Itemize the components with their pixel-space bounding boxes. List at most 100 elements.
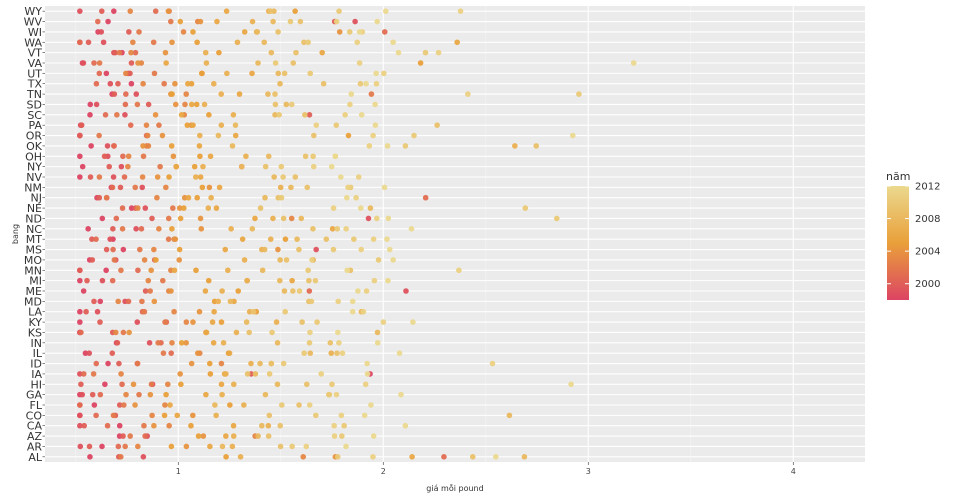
y-tick-label-ME: ME (26, 285, 42, 298)
data-point (178, 340, 185, 346)
data-point (212, 402, 218, 408)
data-point (335, 329, 341, 336)
x-tick-label: 1 (176, 467, 181, 476)
data-point (512, 143, 518, 149)
data-point (218, 319, 225, 325)
data-point (289, 277, 295, 284)
data-point (265, 91, 271, 97)
data-point (190, 122, 196, 128)
data-point (110, 174, 117, 180)
data-point (306, 340, 313, 346)
data-point (279, 402, 285, 408)
data-point (119, 381, 125, 388)
data-point (151, 246, 157, 253)
data-point (101, 153, 108, 160)
data-point (384, 143, 391, 149)
data-point (224, 70, 230, 77)
y-tick-label-CA: CA (27, 420, 43, 433)
data-point (268, 49, 275, 56)
data-point (228, 226, 234, 232)
data-point (184, 122, 191, 128)
data-point (402, 143, 409, 149)
data-point (183, 443, 190, 450)
data-point (115, 443, 122, 450)
data-point (143, 122, 150, 128)
data-point (370, 132, 376, 139)
data-point (266, 412, 273, 419)
data-point (252, 215, 258, 222)
data-point (382, 8, 389, 14)
data-point (177, 371, 183, 377)
data-point (410, 319, 416, 325)
data-point (167, 18, 174, 25)
data-point (342, 112, 348, 118)
data-point (381, 29, 388, 35)
data-point (88, 143, 94, 149)
data-point (154, 174, 161, 180)
data-point (296, 402, 302, 408)
data-point (355, 288, 361, 294)
data-point (163, 60, 169, 66)
data-point (133, 91, 140, 97)
data-point (174, 412, 181, 419)
y-tick-label-OK: OK (26, 140, 43, 153)
data-point (159, 132, 166, 139)
data-point (332, 153, 339, 160)
data-point (83, 308, 89, 315)
data-point (194, 194, 200, 201)
data-point (223, 371, 229, 377)
data-point (434, 122, 440, 128)
data-point (465, 91, 471, 97)
data-point (103, 267, 109, 274)
data-point (120, 153, 126, 160)
data-point (123, 391, 129, 398)
data-point (171, 308, 177, 315)
data-point (151, 298, 158, 305)
data-point (338, 174, 344, 180)
data-point (80, 60, 87, 66)
data-point (298, 215, 305, 222)
data-point (339, 350, 346, 356)
data-point (211, 308, 217, 315)
data-point (272, 112, 278, 118)
data-point (77, 277, 83, 284)
data-point (262, 391, 269, 398)
data-point (183, 91, 190, 97)
data-point (255, 433, 261, 439)
data-point (229, 143, 236, 149)
data-point (259, 422, 265, 429)
data-point (103, 70, 110, 77)
data-point (193, 267, 199, 274)
data-point (93, 412, 99, 419)
data-point (128, 205, 135, 211)
data-point (115, 80, 121, 87)
data-point (116, 402, 123, 408)
data-point (94, 308, 101, 315)
data-point (336, 340, 342, 346)
y-tick-label-ND: ND (25, 212, 42, 225)
data-point (314, 319, 320, 325)
data-point (188, 101, 195, 108)
data-point (380, 319, 387, 325)
data-point (280, 360, 287, 367)
data-point (78, 381, 84, 388)
data-point (334, 454, 341, 460)
data-point (354, 39, 361, 46)
data-point (277, 422, 284, 429)
data-point (209, 319, 216, 325)
data-point (104, 143, 111, 149)
data-point (118, 163, 125, 170)
data-point (206, 360, 213, 367)
data-point (178, 112, 185, 118)
data-point (190, 29, 196, 35)
data-point (329, 226, 336, 232)
data-point (506, 412, 513, 419)
data-point (119, 226, 126, 232)
data-point (239, 236, 246, 242)
data-point (241, 402, 247, 408)
y-tick-label-TX: TX (27, 78, 43, 91)
data-point (156, 122, 162, 128)
data-point (302, 112, 308, 118)
data-point (238, 163, 245, 170)
data-point (267, 8, 274, 14)
